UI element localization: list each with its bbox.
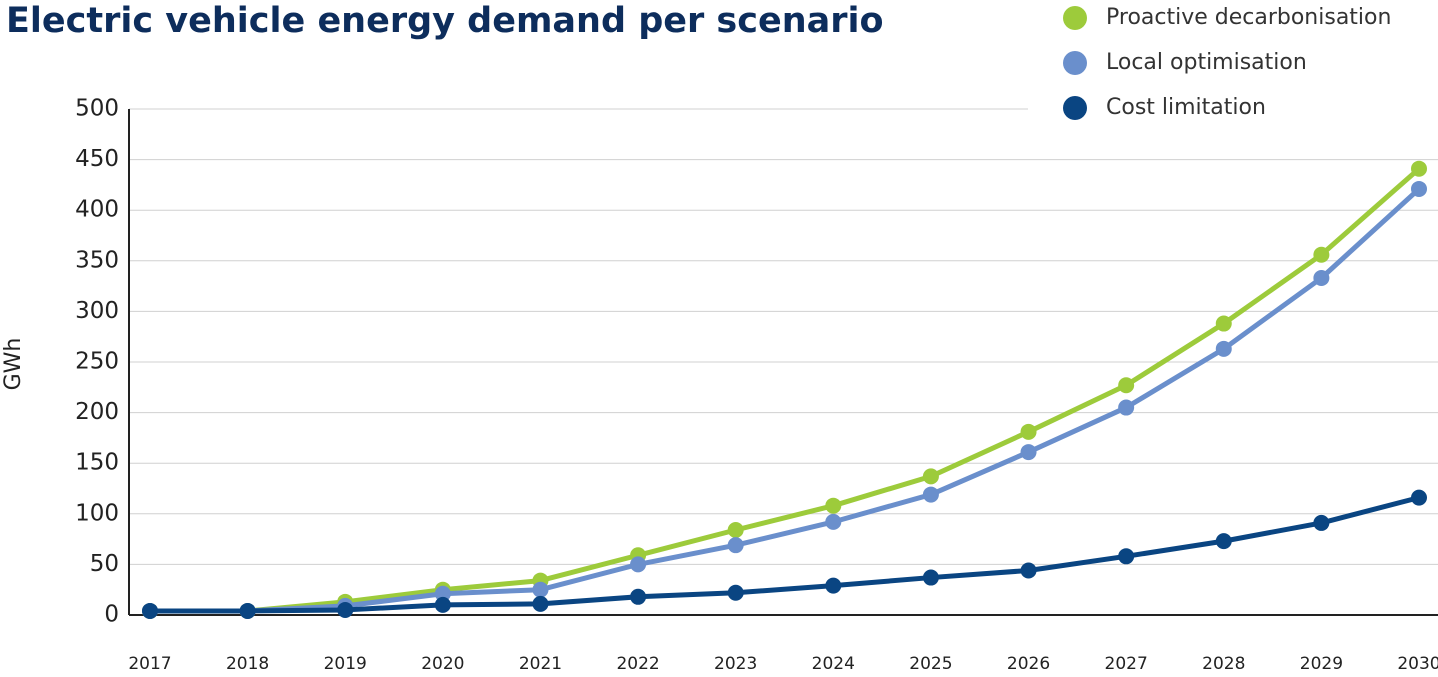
data-point [1118, 548, 1135, 565]
data-point [1118, 377, 1135, 394]
y-tick-label: 150 [75, 450, 119, 476]
x-tick-label: 2022 [616, 654, 659, 674]
y-tick-label: 450 [75, 146, 119, 172]
data-point [1313, 514, 1330, 531]
data-point [727, 521, 744, 538]
x-tick-label: 2018 [226, 654, 269, 674]
series-line [150, 166, 1421, 614]
data-point [727, 537, 744, 554]
data-point [1118, 399, 1135, 416]
data-point [922, 468, 939, 485]
x-tick-label: 2030 [1397, 654, 1438, 674]
data-point [1411, 180, 1427, 197]
data-point [1020, 444, 1037, 461]
data-point [1313, 246, 1330, 263]
data-point [1313, 270, 1330, 287]
data-point [825, 497, 842, 514]
data-point [825, 577, 842, 594]
y-tick-label: 400 [75, 197, 119, 223]
x-tick-label: 2019 [324, 654, 367, 674]
data-point [434, 596, 451, 613]
y-tick-label: 300 [75, 298, 119, 324]
x-tick-label: 2027 [1105, 654, 1148, 674]
y-tick-label: 200 [75, 399, 119, 425]
legend-marker [1063, 51, 1087, 75]
y-axis-label: GWh [1, 338, 26, 391]
legend-marker [1063, 96, 1087, 120]
data-point [922, 486, 939, 503]
legend-background [1028, 0, 1438, 132]
legend-label: Proactive decarbonisation [1106, 5, 1391, 30]
data-point [1411, 160, 1427, 177]
x-tick-label: 2028 [1202, 654, 1245, 674]
y-tick-label: 500 [75, 96, 119, 122]
data-point [1411, 489, 1427, 506]
data-point [825, 513, 842, 530]
x-tick-label: 2023 [714, 654, 757, 674]
data-point [630, 588, 647, 605]
data-point [337, 601, 354, 618]
data-point [434, 585, 451, 602]
x-tick-label: 2017 [128, 654, 171, 674]
data-point [1020, 423, 1037, 440]
data-point [1215, 315, 1232, 332]
data-point [630, 556, 647, 573]
data-point [922, 569, 939, 586]
data-point [532, 595, 549, 612]
data-point [727, 584, 744, 601]
y-tick-label: 100 [75, 500, 119, 526]
data-point [239, 602, 256, 619]
series-line [150, 495, 1420, 614]
x-tick-label: 2029 [1300, 654, 1343, 674]
y-tick-label: 50 [90, 551, 119, 577]
series-line [150, 187, 1421, 614]
data-point [1215, 533, 1232, 550]
y-tick-label: 0 [104, 602, 119, 628]
data-point [532, 581, 549, 598]
y-tick-label: 350 [75, 247, 119, 273]
legend-marker [1063, 6, 1087, 30]
x-tick-label: 2026 [1007, 654, 1050, 674]
x-tick-label: 2024 [812, 654, 855, 674]
data-point [1020, 562, 1037, 579]
legend-label: Cost limitation [1106, 95, 1266, 120]
chart-title: Electric vehicle energy demand per scena… [6, 1, 884, 41]
data-point [142, 602, 158, 619]
legend-label: Local optimisation [1106, 50, 1307, 75]
data-point [1215, 340, 1232, 357]
x-tick-label: 2025 [909, 654, 952, 674]
x-tick-label: 2020 [421, 654, 464, 674]
x-tick-label: 2021 [519, 654, 562, 674]
y-tick-label: 250 [75, 349, 119, 375]
